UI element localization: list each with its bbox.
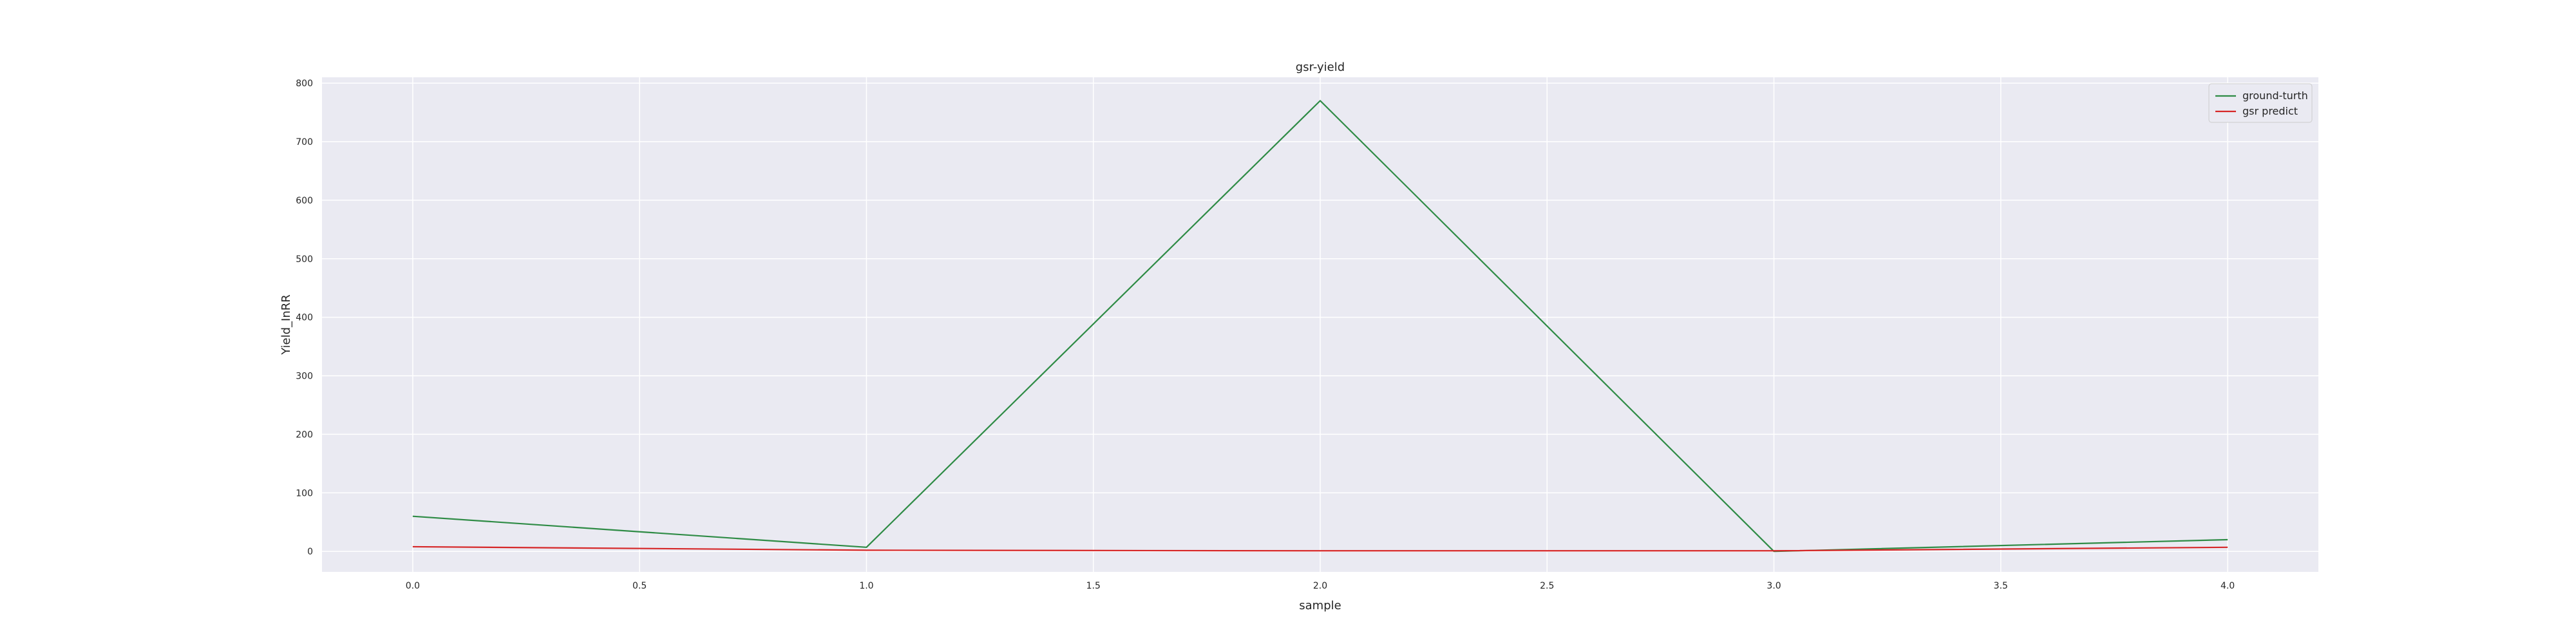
- legend-label: ground-turth: [2242, 90, 2308, 102]
- y-tick-label: 700: [296, 137, 313, 147]
- series-lines: [412, 100, 2228, 553]
- y-tick-label: 800: [296, 79, 313, 89]
- legend-box: [2208, 83, 2313, 123]
- chart-title: gsr-yield: [1296, 61, 1345, 74]
- y-tick-label: 0: [307, 547, 313, 557]
- tick-labels: 0.0 0.5 1.0 1.5 2.0 2.5 3.0 3.5 4.0 0 100 200 300 400…: [296, 79, 2235, 591]
- x-tick-label: 2.5: [1540, 581, 1554, 591]
- x-tick-label: 2.0: [1313, 581, 1327, 591]
- x-tick-label: 0.0: [406, 581, 420, 591]
- x-tick-label: 3.5: [1994, 581, 2008, 591]
- x-tick-label: 3.0: [1766, 581, 1781, 591]
- grid-lines: [322, 77, 2318, 572]
- y-tick-label: 500: [296, 254, 313, 265]
- legend: ground-turth gsr predict: [2208, 83, 2313, 123]
- x-tick-label: 0.5: [632, 581, 647, 591]
- x-tick-label: 1.0: [859, 581, 873, 591]
- legend-items: ground-turth gsr predict: [2215, 90, 2308, 117]
- x-tick-label: 1.5: [1086, 581, 1101, 591]
- y-tick-label: 100: [296, 488, 313, 498]
- y-tick-label: 600: [296, 196, 313, 206]
- x-tick-label: 4.0: [2221, 581, 2235, 591]
- x-axis-label: sample: [1299, 599, 1341, 612]
- legend-label: gsr predict: [2242, 105, 2298, 117]
- plot-area: 0.0 0.5 1.0 1.5 2.0 2.5 3.0 3.5 4.0 0 100 200 300 400…: [296, 77, 2318, 591]
- y-axis-label: Yield_InRR: [279, 294, 293, 355]
- y-tick-label: 400: [296, 313, 313, 323]
- y-tick-label: 300: [296, 372, 313, 382]
- y-tick-label: 200: [296, 430, 313, 440]
